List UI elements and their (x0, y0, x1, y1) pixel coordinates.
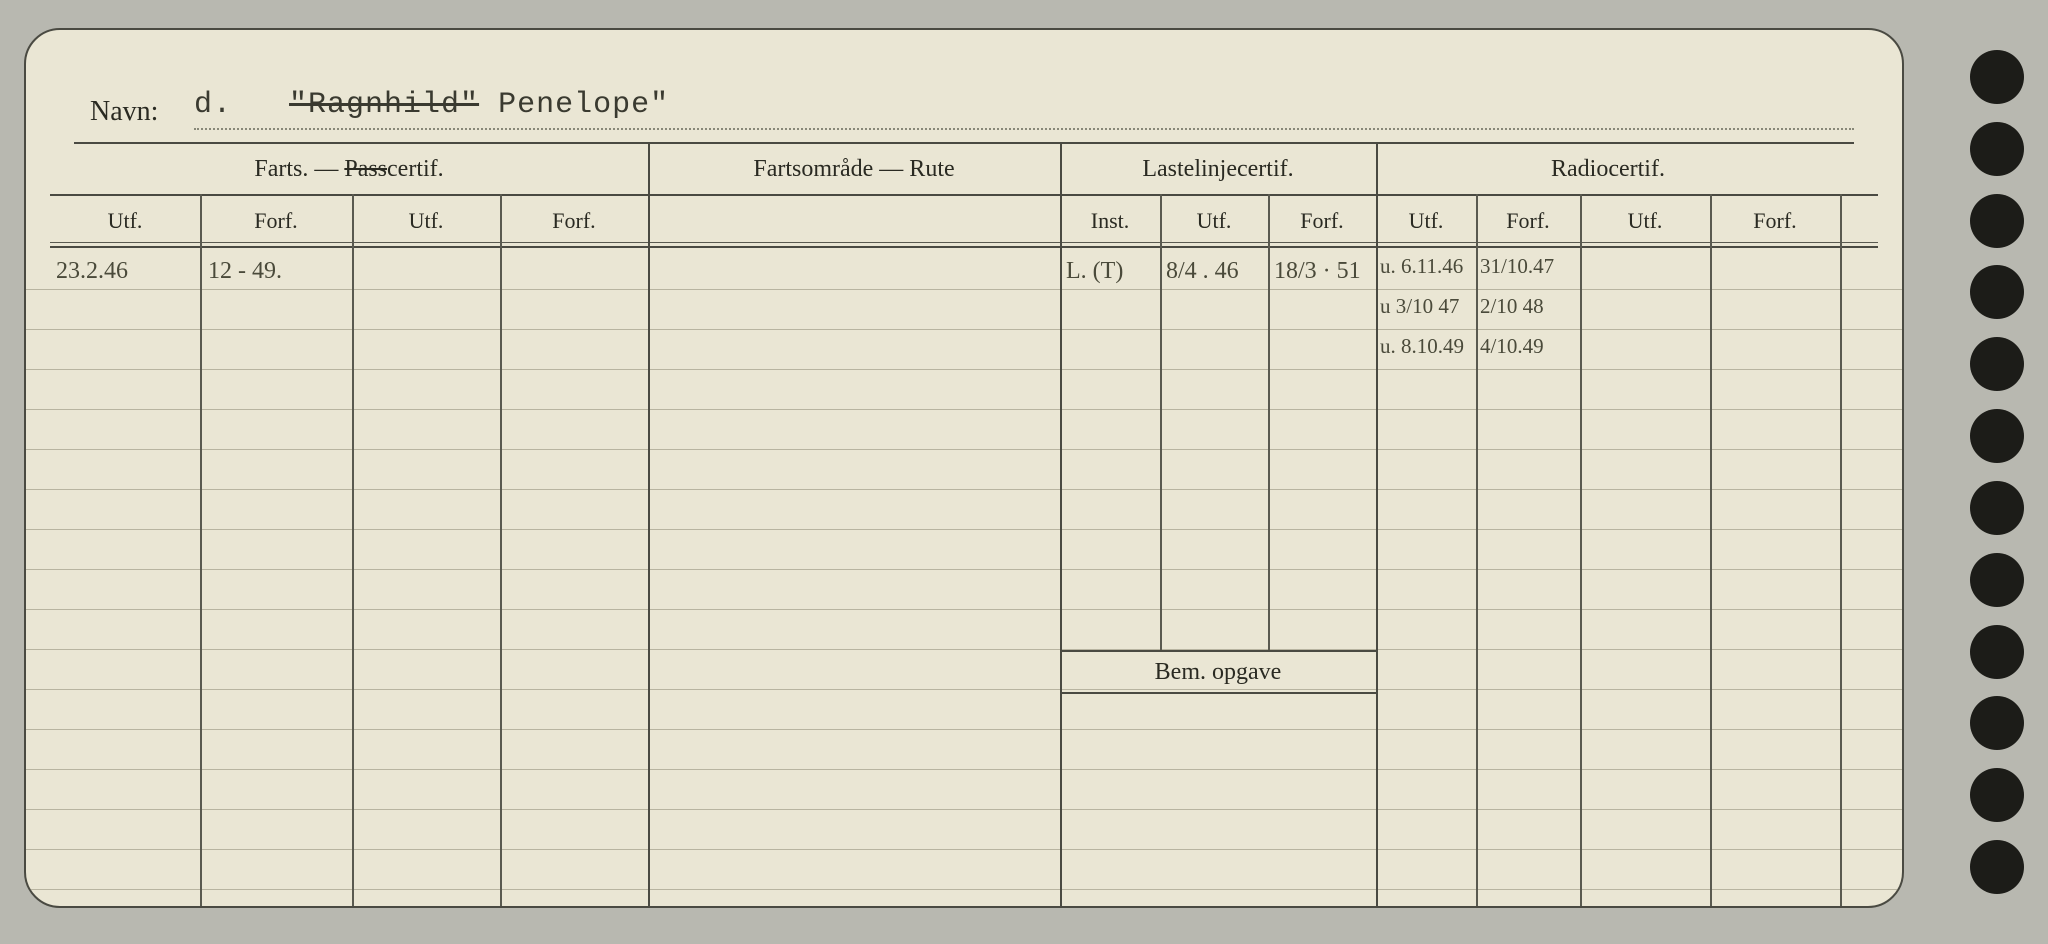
v-rute-end (1060, 142, 1062, 906)
hdr-farts-b: Pass (344, 156, 387, 182)
hole-icon (1970, 50, 2024, 104)
hdr-farts-c: certif. (387, 156, 444, 182)
hdr-farts-a: Farts. — (254, 156, 338, 182)
col-farts-forf1: Forf. (200, 208, 352, 234)
hole-icon (1970, 481, 2024, 535)
navn-row: Navn: d. "Ragnhild" Penelope" (74, 78, 1854, 144)
navn-value: d. "Ragnhild" Penelope" (194, 88, 669, 122)
hole-icon (1970, 840, 2024, 894)
binder-holes (1944, 50, 2024, 894)
v-farts-end (648, 142, 650, 906)
col-radio-utf1: Utf. (1376, 208, 1476, 234)
col-farts-utf2: Utf. (352, 208, 500, 234)
hdr-laste: Lastelinjecertif. (1060, 156, 1376, 183)
cell-radio-utf1-0: u. 6.11.46 (1380, 254, 1463, 279)
cell-laste-inst-0: L. (T) (1066, 258, 1123, 285)
v-laste-end (1376, 142, 1378, 906)
cell-farts-utf1-0: 23.2.46 (56, 258, 128, 285)
navn-underline (194, 128, 1854, 130)
cell-radio-forf1-2: 4/10.49 (1480, 334, 1544, 359)
cell-radio-forf1-0: 31/10.47 (1480, 254, 1554, 279)
header-sep-1 (50, 194, 1878, 196)
col-radio-utf2: Utf. (1580, 208, 1710, 234)
col-laste-utf: Utf. (1160, 208, 1268, 234)
navn-struck: "Ragnhild" (289, 88, 479, 122)
col-laste-forf: Forf. (1268, 208, 1376, 234)
hole-icon (1970, 768, 2024, 822)
cell-radio-utf1-1: u 3/10 47 (1380, 294, 1459, 319)
cell-laste-utf-0: 8/4 . 46 (1166, 258, 1239, 285)
hole-icon (1970, 409, 2024, 463)
cell-radio-utf1-2: u. 8.10.49 (1380, 334, 1464, 359)
cell-radio-forf1-1: 2/10 48 (1480, 294, 1544, 319)
index-card: Navn: d. "Ragnhild" Penelope" (24, 28, 1904, 908)
header-sep-2a (50, 242, 1878, 243)
cell-laste-forf-0: 18/3 · 51 (1274, 258, 1361, 285)
navn-label: Navn: (90, 96, 158, 128)
hole-icon (1970, 696, 2024, 750)
v-farts-1 (200, 194, 202, 906)
col-radio-forf1: Forf. (1476, 208, 1580, 234)
navn-name: Penelope" (498, 88, 669, 122)
hole-icon (1970, 337, 2024, 391)
hdr-radio: Radiocertif. (1376, 156, 1840, 183)
v-laste-2 (1268, 194, 1270, 650)
navn-prefix: d. (194, 88, 232, 122)
v-radio-3 (1710, 194, 1712, 906)
cell-farts-forf1-0: 12 - 49. (208, 258, 282, 285)
v-laste-1 (1160, 194, 1162, 650)
header-sep-2 (50, 246, 1878, 248)
hole-icon (1970, 553, 2024, 607)
v-farts-2 (352, 194, 354, 906)
hole-icon (1970, 625, 2024, 679)
hole-icon (1970, 122, 2024, 176)
hole-icon (1970, 194, 2024, 248)
certificate-table: Farts. — Passcertif. Fartsområde — Rute … (50, 142, 1878, 906)
bem-opgave-row: Bem. opgave (1060, 650, 1376, 694)
hole-icon (1970, 265, 2024, 319)
col-radio-forf2: Forf. (1710, 208, 1840, 234)
v-radio-1 (1476, 194, 1478, 906)
col-farts-utf1: Utf. (50, 208, 200, 234)
col-farts-forf2: Forf. (500, 208, 648, 234)
hdr-rute: Fartsområde — Rute (648, 156, 1060, 183)
v-farts-3 (500, 194, 502, 906)
v-radio-2 (1580, 194, 1582, 906)
col-laste-inst: Inst. (1060, 208, 1160, 234)
hdr-farts: Farts. — Passcertif. (50, 156, 648, 183)
v-radio-4 (1840, 194, 1842, 906)
